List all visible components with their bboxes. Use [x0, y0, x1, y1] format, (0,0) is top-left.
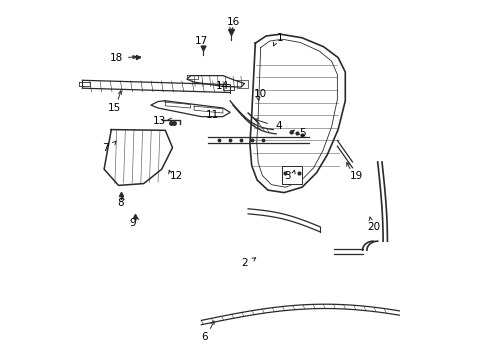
Polygon shape [186, 75, 197, 79]
Polygon shape [194, 106, 223, 113]
Text: 19: 19 [349, 171, 362, 181]
Text: 3: 3 [284, 171, 290, 181]
Text: 5: 5 [298, 128, 305, 138]
Polygon shape [230, 101, 276, 134]
Polygon shape [79, 82, 89, 86]
Text: 1: 1 [277, 33, 283, 43]
Polygon shape [223, 86, 233, 90]
Text: 2: 2 [241, 258, 247, 268]
Text: 17: 17 [194, 36, 207, 46]
Polygon shape [237, 80, 247, 88]
Polygon shape [151, 101, 230, 117]
Text: 15: 15 [107, 103, 121, 113]
Text: 12: 12 [169, 171, 183, 181]
Text: 4: 4 [275, 121, 282, 131]
Polygon shape [282, 166, 302, 184]
Text: 11: 11 [205, 110, 218, 120]
Polygon shape [186, 76, 244, 87]
Polygon shape [104, 130, 172, 185]
Text: 10: 10 [254, 89, 267, 99]
Text: 16: 16 [226, 17, 240, 27]
Text: 18: 18 [110, 53, 123, 63]
Text: 20: 20 [367, 222, 380, 232]
Polygon shape [165, 102, 190, 108]
Text: 9: 9 [129, 218, 136, 228]
Text: 6: 6 [201, 332, 208, 342]
Text: 14: 14 [216, 81, 229, 91]
Text: 8: 8 [117, 198, 123, 208]
Text: 7: 7 [102, 143, 109, 153]
Polygon shape [249, 34, 345, 193]
Text: 13: 13 [153, 116, 166, 126]
